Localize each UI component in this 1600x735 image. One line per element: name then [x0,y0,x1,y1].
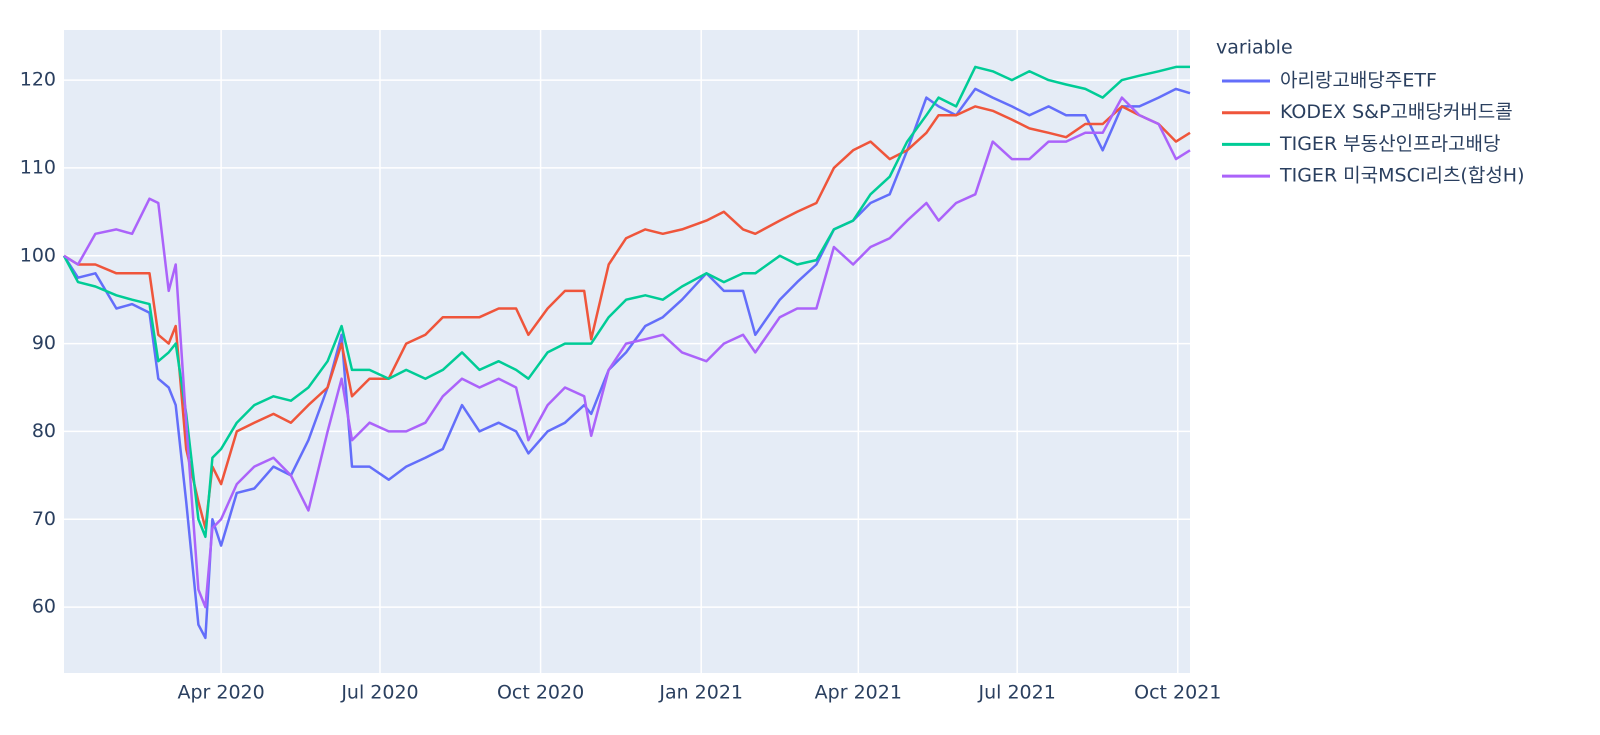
y-tick-label: 70 [32,508,56,530]
x-tick-label: Jan 2021 [658,682,743,704]
legend-label[interactable]: TIGER 부동산인프라고배당 [1279,133,1501,155]
y-tick-label: 100 [20,244,56,266]
series-line [63,96,1191,609]
x-tick-label: Jul 2020 [340,682,418,704]
x-tick-label: Oct 2021 [1134,682,1221,704]
x-tick-label: Apr 2020 [177,682,264,704]
x-tick-label: Oct 2020 [497,682,584,704]
legend-label[interactable]: 아리랑고배당주ETF [1280,70,1437,92]
legend-label[interactable]: KODEX S&P고배당커버드콜 [1280,101,1513,123]
y-tick-label: 110 [20,156,56,178]
x-tick-label: Apr 2021 [815,682,902,704]
series-line [62,65,1190,539]
x-tick-label: Jul 2021 [978,682,1056,704]
y-tick-label: 90 [32,332,56,354]
y-tick-label: 80 [32,420,56,442]
legend-label[interactable]: TIGER 미국MSCI리츠(합성H) [1279,165,1525,187]
y-tick-label: 120 [20,69,56,91]
y-tick-label: 60 [32,596,56,618]
series-line [62,87,1191,640]
legend-title: variable [1216,37,1293,59]
